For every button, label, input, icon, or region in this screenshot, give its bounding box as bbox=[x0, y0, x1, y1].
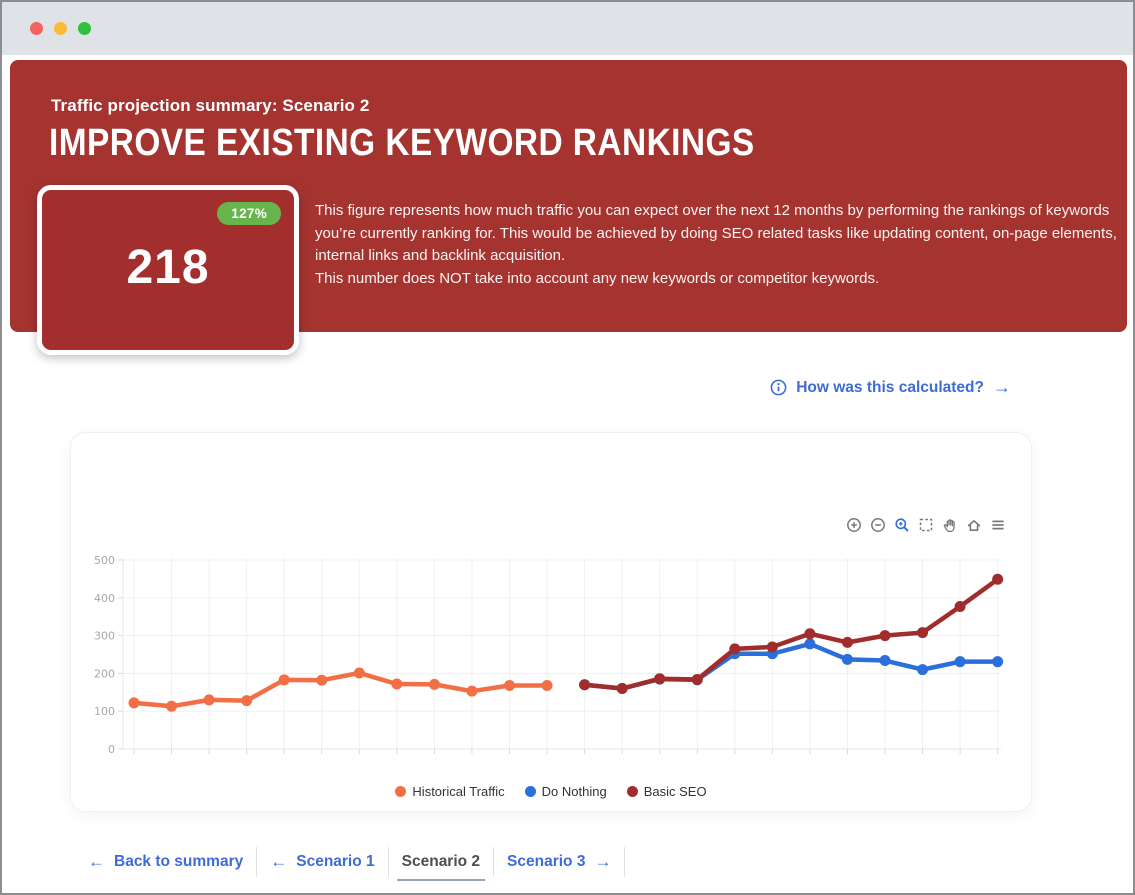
window-minimize-button[interactable] bbox=[54, 22, 67, 35]
menu-icon[interactable] bbox=[988, 515, 1007, 534]
how-calculated-link[interactable]: How was this calculated? → bbox=[770, 377, 1011, 398]
legend-marker bbox=[395, 786, 407, 797]
legend-item[interactable]: Basic SEO bbox=[626, 784, 707, 799]
description-paragraph: This number does NOT take into account a… bbox=[315, 269, 880, 287]
svg-text:300: 300 bbox=[94, 630, 115, 643]
nav-label: Scenario 1 bbox=[296, 853, 375, 870]
svg-text:400: 400 bbox=[94, 592, 115, 605]
scenario-nav: ← Back to summary ← Scenario 1 Scenario … bbox=[75, 845, 626, 881]
svg-text:100: 100 bbox=[94, 705, 115, 718]
nav-back-to-summary[interactable]: ← Back to summary bbox=[75, 852, 256, 872]
nav-scenario-2-current[interactable]: Scenario 2 bbox=[389, 853, 493, 881]
legend-marker bbox=[524, 786, 536, 797]
zoom-in-icon[interactable] bbox=[844, 515, 863, 534]
page-title: IMPROVE EXISTING KEYWORD RANKINGS bbox=[49, 122, 755, 164]
right-arrow-icon: → bbox=[594, 852, 612, 871]
legend-item[interactable]: Historical Traffic bbox=[395, 784, 505, 799]
nav-divider bbox=[256, 847, 258, 877]
chart-legend: Historical Traffic Do Nothing Basic SEO bbox=[71, 784, 1031, 799]
nav-label: Scenario 3 bbox=[507, 853, 586, 870]
percent-increase-badge: 127% bbox=[217, 202, 281, 225]
nav-label: Back to summary bbox=[114, 853, 244, 870]
banner-eyebrow: Traffic projection summary: Scenario 2 bbox=[51, 96, 370, 115]
projected-traffic-value: 218 bbox=[126, 241, 210, 294]
window-close-button[interactable] bbox=[30, 22, 43, 35]
projection-chart-card: 0 100 200 300 400 500 Historical Traffic Do No… bbox=[70, 432, 1032, 812]
nav-label: Scenario 2 bbox=[401, 853, 481, 870]
window-maximize-button[interactable] bbox=[78, 22, 91, 35]
nav-scenario-3[interactable]: Scenario 3 → bbox=[494, 852, 624, 872]
zoom-out-icon[interactable] bbox=[868, 515, 887, 534]
right-arrow-icon: → bbox=[993, 377, 1011, 397]
legend-marker bbox=[626, 786, 638, 797]
nav-scenario-1[interactable]: ← Scenario 1 bbox=[257, 852, 387, 872]
box-select-icon[interactable] bbox=[916, 515, 935, 534]
window-titlebar bbox=[2, 2, 1133, 55]
svg-text:0: 0 bbox=[108, 743, 115, 756]
pan-icon[interactable] bbox=[940, 515, 959, 534]
left-arrow-icon: ← bbox=[88, 852, 105, 871]
scenario-description: This figure represents how much traffic … bbox=[315, 200, 1121, 290]
legend-label: Basic SEO bbox=[643, 784, 707, 799]
legend-label: Historical Traffic bbox=[412, 784, 505, 799]
description-paragraph: This figure represents how much traffic … bbox=[315, 202, 1117, 264]
home-icon[interactable] bbox=[964, 515, 983, 534]
projection-chart[interactable]: 0 100 200 300 400 500 bbox=[71, 433, 1029, 809]
nav-divider bbox=[493, 847, 495, 877]
left-arrow-icon: ← bbox=[270, 852, 288, 871]
svg-text:500: 500 bbox=[94, 554, 115, 567]
svg-text:200: 200 bbox=[94, 667, 115, 680]
chart-toolbar bbox=[844, 515, 1007, 534]
legend-label: Do Nothing bbox=[541, 784, 607, 799]
zoom-icon[interactable] bbox=[892, 515, 911, 534]
legend-item[interactable]: Do Nothing bbox=[524, 784, 607, 799]
how-calculated-label: How was this calculated? bbox=[796, 378, 984, 396]
nav-divider bbox=[624, 847, 626, 877]
traffic-stat-card: 127% 218 bbox=[37, 185, 299, 355]
nav-divider bbox=[387, 847, 389, 877]
info-icon bbox=[770, 379, 787, 396]
